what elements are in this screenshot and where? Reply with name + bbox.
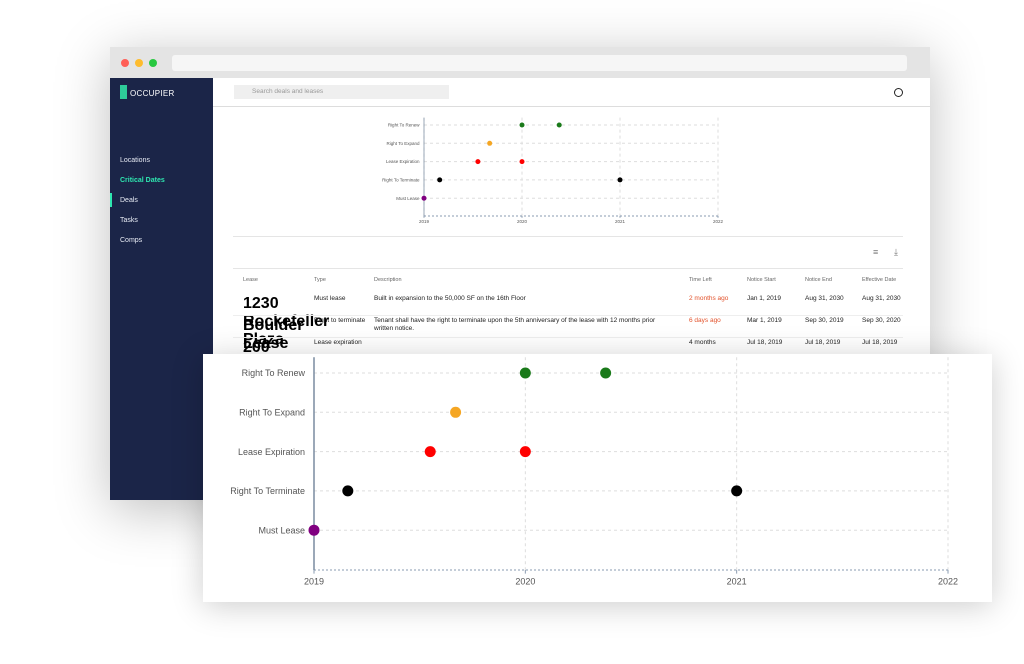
point bbox=[556, 122, 562, 128]
point bbox=[617, 177, 623, 183]
account-icon[interactable] bbox=[894, 88, 903, 97]
y-tick-label: Lease Expiration bbox=[238, 447, 305, 457]
column-header: Lease bbox=[243, 277, 258, 283]
table-cell: 2 months ago bbox=[689, 295, 729, 302]
column-header: Effective Date bbox=[862, 277, 897, 283]
y-tick-label: Right To Expand bbox=[387, 141, 420, 146]
table-cell: 1230 Rockefeller Plaza bbox=[243, 295, 330, 348]
point bbox=[421, 195, 427, 201]
x-tick-label: 2019 bbox=[304, 576, 324, 586]
nav-item[interactable]: Locations bbox=[120, 157, 150, 164]
point bbox=[519, 122, 525, 128]
logo: OCCUPIER bbox=[130, 89, 175, 98]
table-cell: Aug 31, 2030 bbox=[862, 295, 901, 302]
table-cell: Jul 18, 2019 bbox=[747, 339, 783, 346]
nav-indicator bbox=[110, 193, 112, 207]
point bbox=[308, 524, 320, 536]
table-cell: Sep 30, 2019 bbox=[805, 317, 844, 324]
nav-item[interactable]: Critical Dates bbox=[120, 177, 165, 184]
point bbox=[475, 159, 481, 165]
table-cell: Right to terminate bbox=[314, 317, 366, 324]
table-cell: Must lease bbox=[314, 295, 346, 302]
point bbox=[519, 159, 525, 165]
nav-item[interactable]: Deals bbox=[120, 197, 138, 204]
table-cell: 6 days ago bbox=[689, 317, 721, 324]
x-tick-label: 2020 bbox=[517, 219, 528, 224]
table-cell: Mar 1, 2019 bbox=[747, 317, 782, 324]
table-cell: Jan 1, 2019 bbox=[747, 295, 781, 302]
column-header: Notice Start bbox=[747, 277, 776, 283]
x-tick-label: 2020 bbox=[515, 576, 535, 586]
download-button[interactable]: ⤓ bbox=[894, 247, 898, 257]
chart-large: 2019 2020 2021 2022 Right To Renew Right To E… bbox=[230, 357, 958, 586]
y-tick-label: Must Lease bbox=[258, 525, 305, 535]
point bbox=[600, 367, 612, 379]
row-divider bbox=[233, 315, 903, 316]
table-top bbox=[233, 268, 903, 269]
y-tick-label: Right To Renew bbox=[388, 123, 420, 128]
sidebar: OCCUPIER Locations Critical Dates Deals Tas… bbox=[110, 78, 213, 500]
title-bar bbox=[110, 47, 930, 78]
filter-button[interactable]: ≡ bbox=[873, 247, 879, 257]
table-cell: Sep 30, 2020 bbox=[862, 317, 901, 324]
column-header: Notice End bbox=[805, 277, 832, 283]
point bbox=[424, 446, 436, 458]
divider bbox=[233, 236, 903, 237]
nav-item[interactable]: Tasks bbox=[120, 217, 138, 224]
table-cell: Lease expiration bbox=[314, 339, 362, 346]
table-cell: 4 months bbox=[689, 339, 716, 346]
y-tick-label: Right To Renew bbox=[242, 368, 306, 378]
logo-icon bbox=[120, 85, 127, 99]
point bbox=[450, 406, 462, 418]
maximize-button[interactable] bbox=[149, 59, 157, 67]
address-bar[interactable] bbox=[172, 55, 907, 71]
point bbox=[731, 485, 743, 497]
table-cell: Built in expansion to the 50,000 SF on t… bbox=[374, 295, 526, 302]
header-divider bbox=[213, 106, 930, 107]
table-cell: Boulder Lease bbox=[243, 317, 304, 352]
table-cell: Tenant shall have the right to terminate… bbox=[374, 317, 656, 332]
row-divider bbox=[233, 337, 903, 338]
point bbox=[342, 485, 354, 497]
x-tick-label: 2021 bbox=[615, 219, 626, 224]
table-cell: Jul 18, 2019 bbox=[805, 339, 841, 346]
column-header: Type bbox=[314, 277, 326, 283]
point bbox=[437, 177, 443, 183]
y-tick-label: Must Lease bbox=[396, 196, 420, 201]
table-cell: Jul 18, 2019 bbox=[862, 339, 898, 346]
column-header: Description bbox=[374, 277, 402, 283]
point bbox=[519, 367, 531, 379]
minimize-button[interactable] bbox=[135, 59, 143, 67]
y-tick-label: Right To Terminate bbox=[382, 177, 420, 182]
nav-item[interactable]: Comps bbox=[120, 237, 143, 244]
point bbox=[519, 446, 531, 458]
y-tick-label: Right To Terminate bbox=[230, 486, 305, 496]
column-header: Time Left bbox=[689, 277, 712, 283]
chart-popup: 2019 2020 2021 2022 Right To Renew Right To E… bbox=[203, 354, 992, 602]
chart-small: 2019 2020 2021 2022 Right To Renew Right To E… bbox=[382, 117, 724, 224]
close-button[interactable] bbox=[121, 59, 129, 67]
x-tick-label: 2021 bbox=[727, 576, 747, 586]
x-tick-label: 2022 bbox=[938, 576, 958, 586]
x-tick-label: 2022 bbox=[713, 219, 724, 224]
y-tick-label: Lease Expiration bbox=[386, 159, 420, 164]
table-cell: Aug 31, 2030 bbox=[805, 295, 844, 302]
x-tick-label: 2019 bbox=[419, 219, 430, 224]
point bbox=[487, 140, 493, 146]
search-input[interactable]: Search deals and leases bbox=[234, 85, 449, 99]
y-tick-label: Right To Expand bbox=[239, 407, 305, 417]
